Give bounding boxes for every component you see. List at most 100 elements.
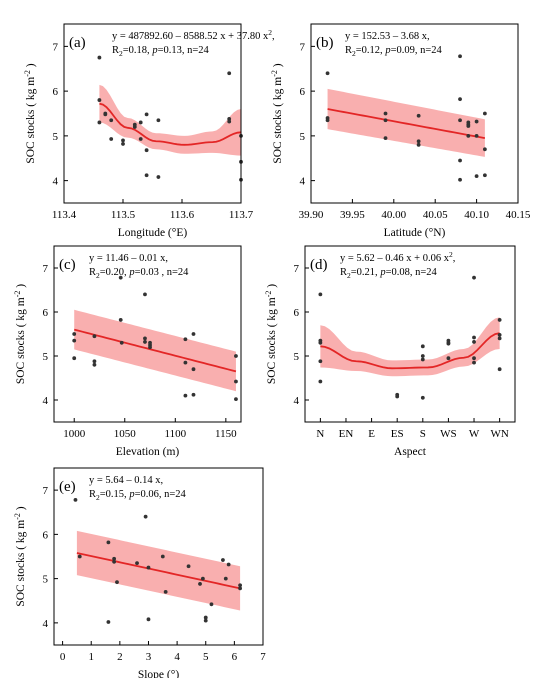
x-tick-label: ES [391,428,404,440]
data-point [226,562,231,567]
data-point [121,138,125,143]
data-point [209,602,214,607]
x-tick-label: 1050 [114,428,137,440]
data-point [497,332,502,337]
panel-d: 4 5 6 7 N EN E ES S WS W WN Aspect SOC stocks ( kg m-… [264,245,516,458]
data-point [143,514,148,519]
x-tick-label: 0 [60,651,66,663]
x-tick-label: 113.6 [170,209,195,221]
data-point [146,565,151,570]
x-tick-label: 4 [174,651,180,663]
data-point [227,71,232,76]
y-tick-label: 6 [43,529,49,541]
data-point [144,173,149,178]
x-axis-title: Elevation (m) [116,446,180,458]
x-axis-title: Aspect [394,446,427,458]
data-point [383,136,388,141]
x-tick-label: 40.10 [464,209,489,221]
data-point [143,340,147,344]
y-tick-label: 4 [53,176,59,188]
x-tick-label: 113.5 [111,209,136,221]
panel-label: (b) [316,35,334,51]
y-tick-label: 4 [294,395,300,407]
fit-line [320,332,500,370]
data-point [223,576,228,581]
data-point [163,590,168,594]
confidence-band [99,84,242,156]
x-tick-label: 1100 [165,428,187,440]
data-point [482,147,487,152]
y-tick-label: 5 [294,351,300,363]
x-tick-label: 40.00 [381,209,406,221]
y-tick-label: 6 [43,307,49,319]
data-point [198,582,202,586]
data-point [118,318,123,322]
data-point [238,583,242,588]
y-tick-label: 7 [300,41,306,53]
data-point [143,336,147,341]
data-point [72,338,77,343]
x-tick-label: 5 [203,651,209,663]
data-point [156,118,161,123]
data-point [472,335,476,340]
equation-text: y = 5.64 – 0.14 x, [89,475,163,486]
data-point [92,359,97,364]
x-tick-label: EN [339,428,354,440]
plot-frame [310,23,519,204]
x-tick-label: N [316,428,324,440]
x-tick-label: 39.90 [299,209,324,221]
data-point [109,118,114,123]
panel-e: 4 5 6 7 0 1 2 3 4 5 6 7 Slope (°) SOC stocks ( kg m-2… [13,467,266,678]
y-tick-label: 7 [294,263,300,275]
x-tick-label: 7 [260,651,266,663]
data-point [234,379,238,384]
data-point [92,362,97,367]
data-point [121,142,125,146]
data-point [191,332,196,336]
fit-line [73,328,237,373]
panel-a: 4 5 6 7 113.4 113.5 113.6 113.7 Longitude (°E) SO… [23,23,275,239]
x-tick-label: WS [440,428,457,440]
data-point [395,394,400,399]
data-point [227,119,232,124]
data-point [203,618,208,623]
data-point [474,133,479,138]
data-point [458,177,462,182]
fit-line [327,108,486,139]
data-point [416,139,421,144]
data-point [203,615,208,620]
data-point [186,564,191,569]
data-point [183,337,188,342]
panel-b: 4 5 6 7 39.90 39.95 40.00 40.05 40.10 40.15 Latitu… [270,23,531,239]
x-tick-label: W [469,428,480,440]
data-point [474,174,479,179]
data-point [318,292,323,297]
data-point [497,367,502,372]
data-point [144,112,149,117]
data-point [97,55,102,60]
data-point [132,122,137,127]
data-point [420,357,425,362]
x-tick-label: 3 [146,651,152,663]
y-tick-label: 6 [53,86,59,98]
data-point [97,120,102,125]
x-axis-title: Longitude (°E) [118,227,188,239]
data-point [458,118,462,123]
y-tick-label: 4 [300,176,306,188]
plot-frame [63,23,242,204]
panel-label: (e) [59,479,76,495]
data-point [160,554,165,559]
data-point [318,379,323,384]
data-point [103,111,108,116]
x-tick-label: 2 [117,651,123,663]
data-point [183,360,188,365]
y-tick-label: 5 [43,574,49,586]
data-point [497,336,502,341]
data-point [72,332,77,336]
data-point [472,356,476,361]
data-point [420,354,425,358]
x-tick-label: 113.4 [52,209,77,221]
equation-text: y = 11.46 – 0.01 x, [89,253,168,264]
data-point [115,580,119,585]
